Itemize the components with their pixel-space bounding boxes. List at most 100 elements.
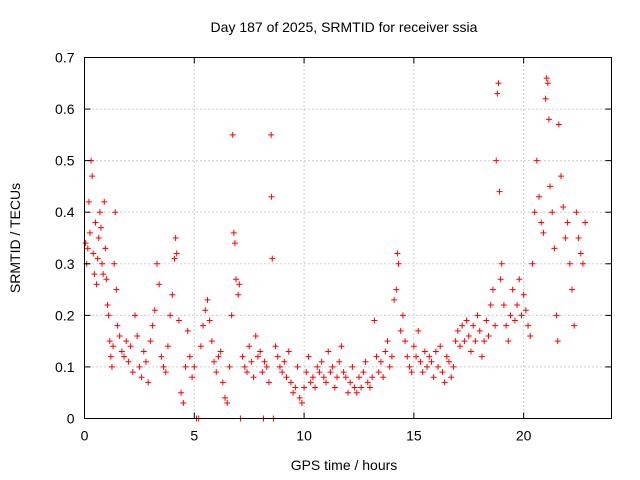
data-point bbox=[388, 353, 395, 360]
data-point bbox=[391, 296, 398, 303]
data-point bbox=[314, 363, 321, 370]
data-point bbox=[465, 332, 472, 339]
data-point bbox=[108, 363, 115, 370]
data-point bbox=[514, 302, 521, 309]
data-point bbox=[496, 188, 503, 195]
data-point bbox=[93, 281, 100, 288]
data-point bbox=[167, 312, 174, 319]
data-point bbox=[452, 338, 459, 345]
data-point bbox=[269, 255, 276, 262]
x-axis-label: GPS time / hours bbox=[291, 457, 398, 473]
data-point bbox=[303, 369, 310, 376]
data-point bbox=[522, 307, 529, 314]
data-point bbox=[397, 327, 404, 334]
data-point bbox=[395, 260, 402, 267]
data-point bbox=[364, 379, 371, 386]
data-point bbox=[89, 173, 96, 180]
data-point bbox=[125, 358, 132, 365]
data-point bbox=[497, 276, 504, 283]
data-point bbox=[103, 276, 110, 283]
data-point bbox=[202, 307, 209, 314]
data-point bbox=[557, 173, 564, 180]
data-point bbox=[430, 374, 437, 381]
data-point bbox=[573, 209, 580, 216]
data-point bbox=[222, 394, 229, 401]
data-point bbox=[493, 157, 500, 164]
data-point bbox=[180, 400, 187, 407]
data-point bbox=[446, 358, 453, 365]
data-point bbox=[564, 219, 571, 226]
data-point bbox=[554, 338, 561, 345]
data-point bbox=[355, 374, 362, 381]
y-axis-ticks: 0 0.1 0.2 0.3 0.4 0.5 0.6 0.7 bbox=[55, 50, 612, 427]
data-point bbox=[268, 131, 275, 138]
data-point bbox=[301, 384, 308, 391]
data-point bbox=[153, 260, 160, 267]
data-point bbox=[265, 379, 272, 386]
chart-title: Day 187 of 2025, SRMTID for receiver ssi… bbox=[211, 19, 478, 35]
data-point bbox=[402, 338, 409, 345]
data-point bbox=[261, 358, 268, 365]
data-point bbox=[82, 240, 89, 247]
data-point bbox=[543, 75, 550, 82]
y-tick-label: 0.1 bbox=[55, 359, 75, 375]
data-point bbox=[175, 317, 182, 324]
data-point bbox=[172, 235, 179, 241]
data-point bbox=[231, 240, 238, 247]
data-points bbox=[82, 75, 589, 422]
data-point bbox=[208, 338, 215, 345]
data-point bbox=[296, 394, 303, 401]
data-point bbox=[345, 389, 351, 396]
data-point bbox=[575, 235, 582, 241]
data-point bbox=[259, 369, 266, 376]
data-point bbox=[454, 327, 461, 334]
data-point bbox=[290, 389, 297, 396]
data-point bbox=[555, 121, 562, 128]
y-tick-label: 0.5 bbox=[55, 153, 75, 169]
data-point bbox=[138, 374, 145, 381]
data-point bbox=[95, 235, 102, 241]
data-point bbox=[86, 229, 93, 236]
data-point bbox=[509, 286, 516, 293]
data-point bbox=[164, 343, 171, 350]
data-point bbox=[226, 363, 233, 370]
data-point bbox=[520, 291, 527, 298]
data-point bbox=[342, 374, 349, 381]
data-point bbox=[549, 209, 556, 216]
data-point bbox=[239, 353, 246, 360]
data-point bbox=[279, 369, 286, 376]
data-point bbox=[553, 312, 560, 319]
data-point bbox=[481, 338, 488, 345]
data-point bbox=[579, 260, 586, 267]
data-point bbox=[292, 384, 299, 391]
y-tick-label: 0.3 bbox=[55, 256, 75, 272]
data-point bbox=[118, 348, 125, 355]
data-point bbox=[371, 317, 378, 324]
data-point bbox=[200, 322, 207, 329]
data-point bbox=[250, 374, 257, 381]
data-point bbox=[485, 332, 492, 339]
data-point bbox=[100, 271, 107, 278]
x-tick-label: 5 bbox=[190, 428, 198, 444]
data-point bbox=[123, 338, 130, 345]
data-point bbox=[353, 389, 360, 396]
data-point bbox=[151, 307, 158, 314]
data-point bbox=[94, 255, 101, 262]
data-point bbox=[362, 358, 369, 365]
data-point bbox=[540, 229, 547, 236]
data-point bbox=[243, 369, 250, 376]
data-point bbox=[450, 363, 457, 370]
data-point bbox=[542, 95, 549, 102]
data-point bbox=[478, 353, 485, 360]
data-point bbox=[369, 374, 376, 381]
grid-lines bbox=[84, 57, 612, 419]
data-point bbox=[560, 204, 567, 211]
data-point bbox=[274, 353, 281, 360]
data-point bbox=[459, 322, 466, 329]
data-point bbox=[544, 80, 551, 87]
data-point bbox=[287, 379, 294, 386]
data-point bbox=[97, 224, 104, 231]
y-axis-label: SRMTID / TECUs bbox=[7, 183, 23, 293]
data-point bbox=[219, 379, 226, 386]
